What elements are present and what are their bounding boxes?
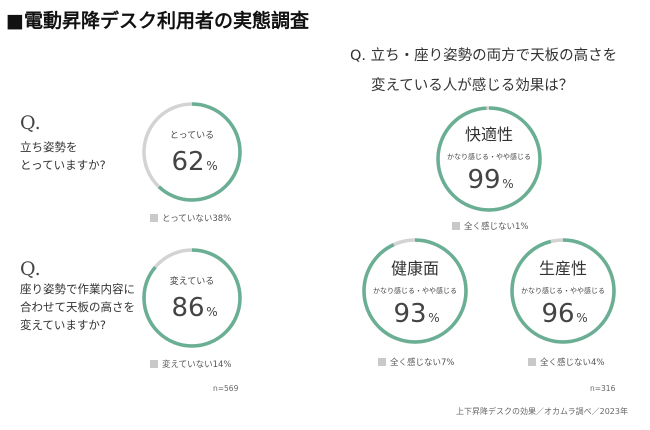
productivity-legend-text: 全く感じない4% <box>540 358 605 368</box>
donut-chart-comfort: 快適性 かなり感じる・やや感じる 99 % <box>436 106 542 212</box>
donut-percent-value: 96 <box>541 299 574 329</box>
q2-legend-text: 変えていない14% <box>162 360 232 370</box>
donut-percent-value: 86 <box>171 293 204 323</box>
donut-heading: 生産性 <box>539 259 587 278</box>
donut-chart-q2: 変えている 86 % <box>142 248 242 348</box>
donut-value-arc <box>142 102 242 202</box>
donut-sublabel: かなり感じる・やや感じる <box>373 286 457 295</box>
donut-chart-health: 健康面 かなり感じる・やや感じる 93 % <box>362 238 468 344</box>
donut-percent-unit: % <box>206 159 217 173</box>
donut-heading: 健康面 <box>391 259 439 278</box>
q1-question: 立ち姿勢を とっていますか? <box>20 140 106 172</box>
q1-legend: とっていない38% <box>150 212 231 224</box>
donut-sublabel: かなり感じる・やや感じる <box>521 286 605 295</box>
donut-chart-productivity: 生産性 かなり感じる・やや感じる 96 % <box>510 238 616 344</box>
donut-value-arc <box>436 106 542 212</box>
q2-mark: Q. <box>20 258 41 280</box>
page-title: ■電動昇降デスク利用者の実態調査 <box>6 10 309 32</box>
donut-center-label: 変えている <box>170 275 215 287</box>
q1-mark: Q. <box>20 112 41 134</box>
legend-swatch <box>150 360 158 368</box>
donut-percent-unit: % <box>502 177 513 191</box>
donut-percent-value: 62 <box>171 147 204 177</box>
donut-value-arc <box>362 238 468 344</box>
donut-percent-value: 93 <box>393 299 426 329</box>
legend-swatch <box>378 358 386 366</box>
q1-legend-text: とっていない38% <box>162 214 232 224</box>
left-sample-size: n=569 <box>213 384 239 393</box>
health-legend-text: 全く感じない7% <box>390 358 455 368</box>
donut-percent-unit: % <box>206 305 217 319</box>
donut-percent-unit: % <box>576 311 587 325</box>
donut-value-arc <box>142 248 242 348</box>
donut-percent-value: 99 <box>467 165 500 195</box>
legend-swatch <box>528 358 536 366</box>
right-question-line2: 変えている人が感じる効果は？ <box>371 78 574 94</box>
donut-sublabel: かなり感じる・やや感じる <box>447 152 531 161</box>
legend-swatch <box>150 214 158 222</box>
donut-value-arc <box>510 238 616 344</box>
donut-chart-q1: とっている 62 % <box>142 102 242 202</box>
legend-swatch <box>452 222 460 230</box>
donut-heading: 快適性 <box>465 125 513 144</box>
comfort-legend: 全く感じない1% <box>452 220 529 232</box>
donut-center-label: とっている <box>170 130 214 141</box>
health-legend: 全く感じない7% <box>378 356 455 368</box>
right-sample-size: n=316 <box>590 384 616 393</box>
right-question-line1: Q. 立ち・座り姿勢の両方で天板の高さを <box>350 48 618 64</box>
source-note: 上下昇降デスクの効果／オカムラ調べ／2023年 <box>456 407 628 416</box>
q2-question: 座り姿勢で作業内容に 合わせて天板の高さを 変えていますか? <box>20 282 135 332</box>
q2-legend: 変えていない14% <box>150 358 231 370</box>
productivity-legend: 全く感じない4% <box>528 356 605 368</box>
comfort-legend-text: 全く感じない1% <box>464 222 529 232</box>
donut-percent-unit: % <box>428 311 439 325</box>
